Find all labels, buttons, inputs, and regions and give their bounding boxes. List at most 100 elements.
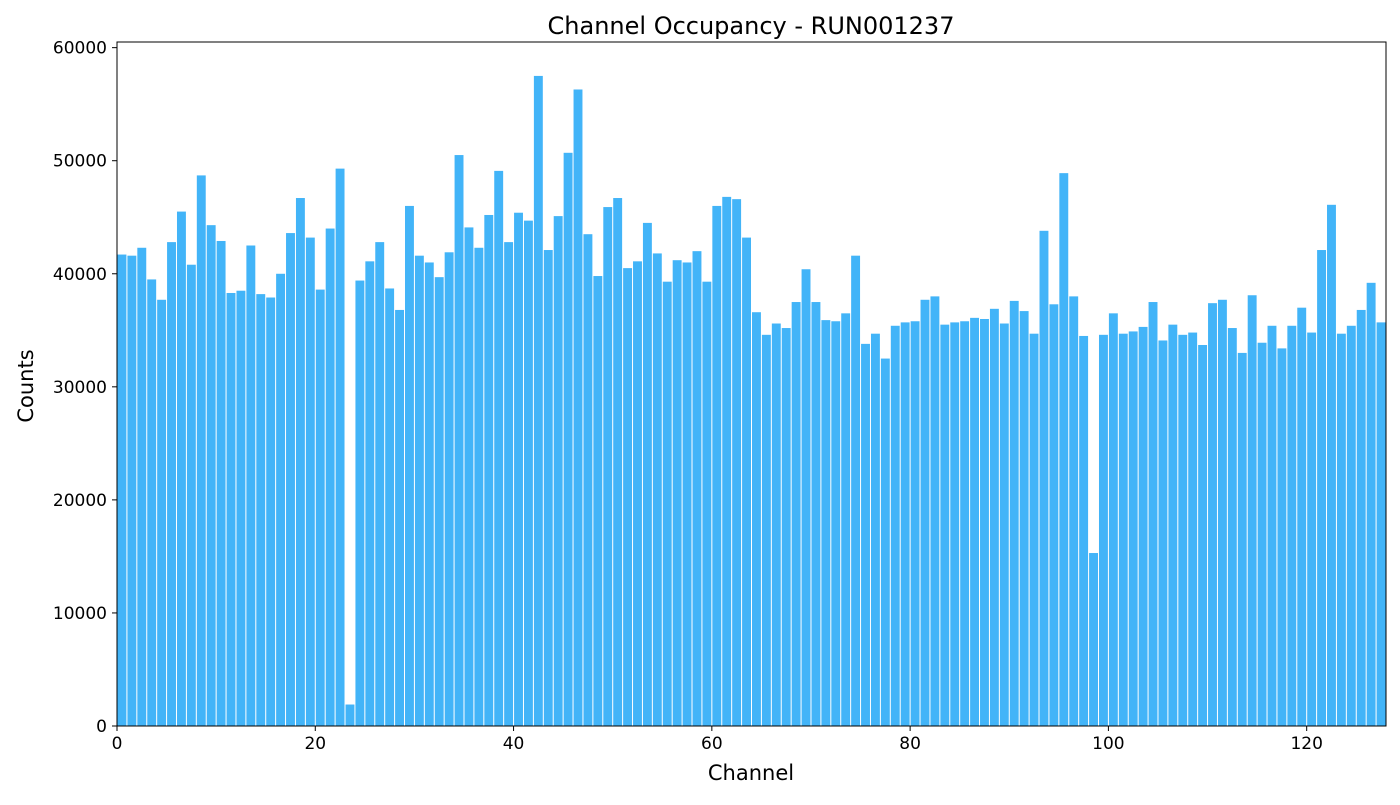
bar-channel-31 [424,262,434,726]
bar-channel-74 [851,255,861,727]
bar-channel-20 [315,289,325,726]
bar-channel-42 [533,75,543,726]
bar-channel-113 [1237,352,1247,726]
bar-channel-4 [157,299,167,726]
bar-channel-102 [1128,331,1138,726]
bar-channel-75 [861,343,870,726]
bar-channel-58 [692,251,702,726]
bar-channel-46 [573,89,583,726]
bar-channel-80 [910,321,920,726]
bar-channel-27 [385,288,395,726]
bar-channel-59 [702,281,712,726]
y-tick-label: 0 [96,717,107,737]
bar-channel-19 [305,237,315,726]
bar-channel-76 [870,333,880,726]
bar-channel-114 [1247,295,1257,726]
bar-channel-109 [1198,344,1208,726]
bar-channel-124 [1346,325,1356,726]
bar-channel-104 [1148,302,1158,726]
bar-channel-127 [1376,322,1386,726]
y-tick-label: 10000 [53,604,107,624]
bar-channel-122 [1327,204,1336,727]
x-tick-label: 0 [112,734,123,754]
bar-channel-25 [365,261,375,726]
bar-channel-70 [811,302,821,726]
bar-channel-63 [742,237,751,726]
bar-channel-40 [514,212,523,727]
bar-channel-55 [662,281,672,726]
y-tick-label: 20000 [53,491,107,511]
bar-channel-66 [771,323,781,726]
bar-channel-83 [940,324,950,726]
chart-title: Channel Occupancy - RUN001237 [548,12,955,40]
bar-channel-34 [454,155,464,726]
bar-channel-12 [236,290,246,726]
y-tick-label: 40000 [53,265,107,285]
y-tick-label: 30000 [53,378,107,398]
bar-channel-103 [1138,326,1148,726]
bar-channel-13 [246,245,256,726]
bar-channel-10 [216,240,226,726]
bar-channel-65 [761,334,771,726]
bar-channel-64 [752,312,761,726]
bar-channel-38 [494,170,504,726]
bar-channel-78 [890,325,900,726]
bar-channel-23 [345,704,355,726]
bar-channel-71 [821,320,831,726]
bar-channel-49 [603,207,613,727]
bar-channel-119 [1297,307,1307,726]
bar-channel-50 [613,198,623,726]
x-tick-label: 80 [899,734,921,754]
bar-channel-51 [623,268,633,726]
bar-channel-36 [474,247,484,726]
bar-channel-29 [405,205,414,726]
bar-channel-100 [1108,313,1118,726]
bar-channel-117 [1277,348,1287,726]
bar-channel-21 [325,228,335,726]
bar-channel-73 [841,313,851,726]
bar-channel-16 [276,273,286,726]
bar-channel-32 [434,277,444,726]
bar-channel-1 [127,255,137,727]
bar-channel-61 [722,196,732,726]
plot-frame [116,41,1387,727]
bar-channel-18 [295,198,305,726]
bar-channel-126 [1366,282,1376,726]
x-tick-label: 120 [1290,734,1322,754]
bar-channel-5 [167,242,176,726]
x-tick-label: 20 [304,734,326,754]
bar-channel-125 [1356,309,1366,726]
y-tick-label: 50000 [53,152,107,172]
bar-channel-6 [176,211,186,726]
y-tick-label: 60000 [53,39,107,59]
bar-channel-94 [1049,304,1059,726]
bar-channel-99 [1098,334,1108,726]
bar-channel-28 [395,309,405,726]
bar-channel-77 [880,358,890,726]
bar-channel-93 [1039,230,1049,726]
bar-channel-97 [1079,335,1089,726]
bar-channel-39 [504,242,514,726]
bar-channel-112 [1227,328,1237,726]
bar-channel-106 [1168,324,1178,726]
bar-channel-72 [831,321,841,726]
bar-channel-48 [593,276,603,726]
bar-channel-84 [950,322,960,726]
bar-channel-69 [801,269,811,726]
bar-channel-11 [226,292,236,726]
x-tick-label: 100 [1092,734,1124,754]
bar-channel-52 [633,261,642,726]
bar-channel-89 [999,323,1009,726]
bar-channel-116 [1267,325,1277,726]
bar-channel-115 [1257,342,1267,726]
bar-channel-35 [464,227,474,727]
bar-channel-44 [553,216,563,727]
bar-channel-68 [791,302,801,726]
bar-channel-79 [900,322,910,726]
bar-channel-92 [1029,333,1039,726]
bar-channel-9 [206,225,216,726]
bar-channel-22 [335,168,345,727]
bars-group [117,75,1386,727]
